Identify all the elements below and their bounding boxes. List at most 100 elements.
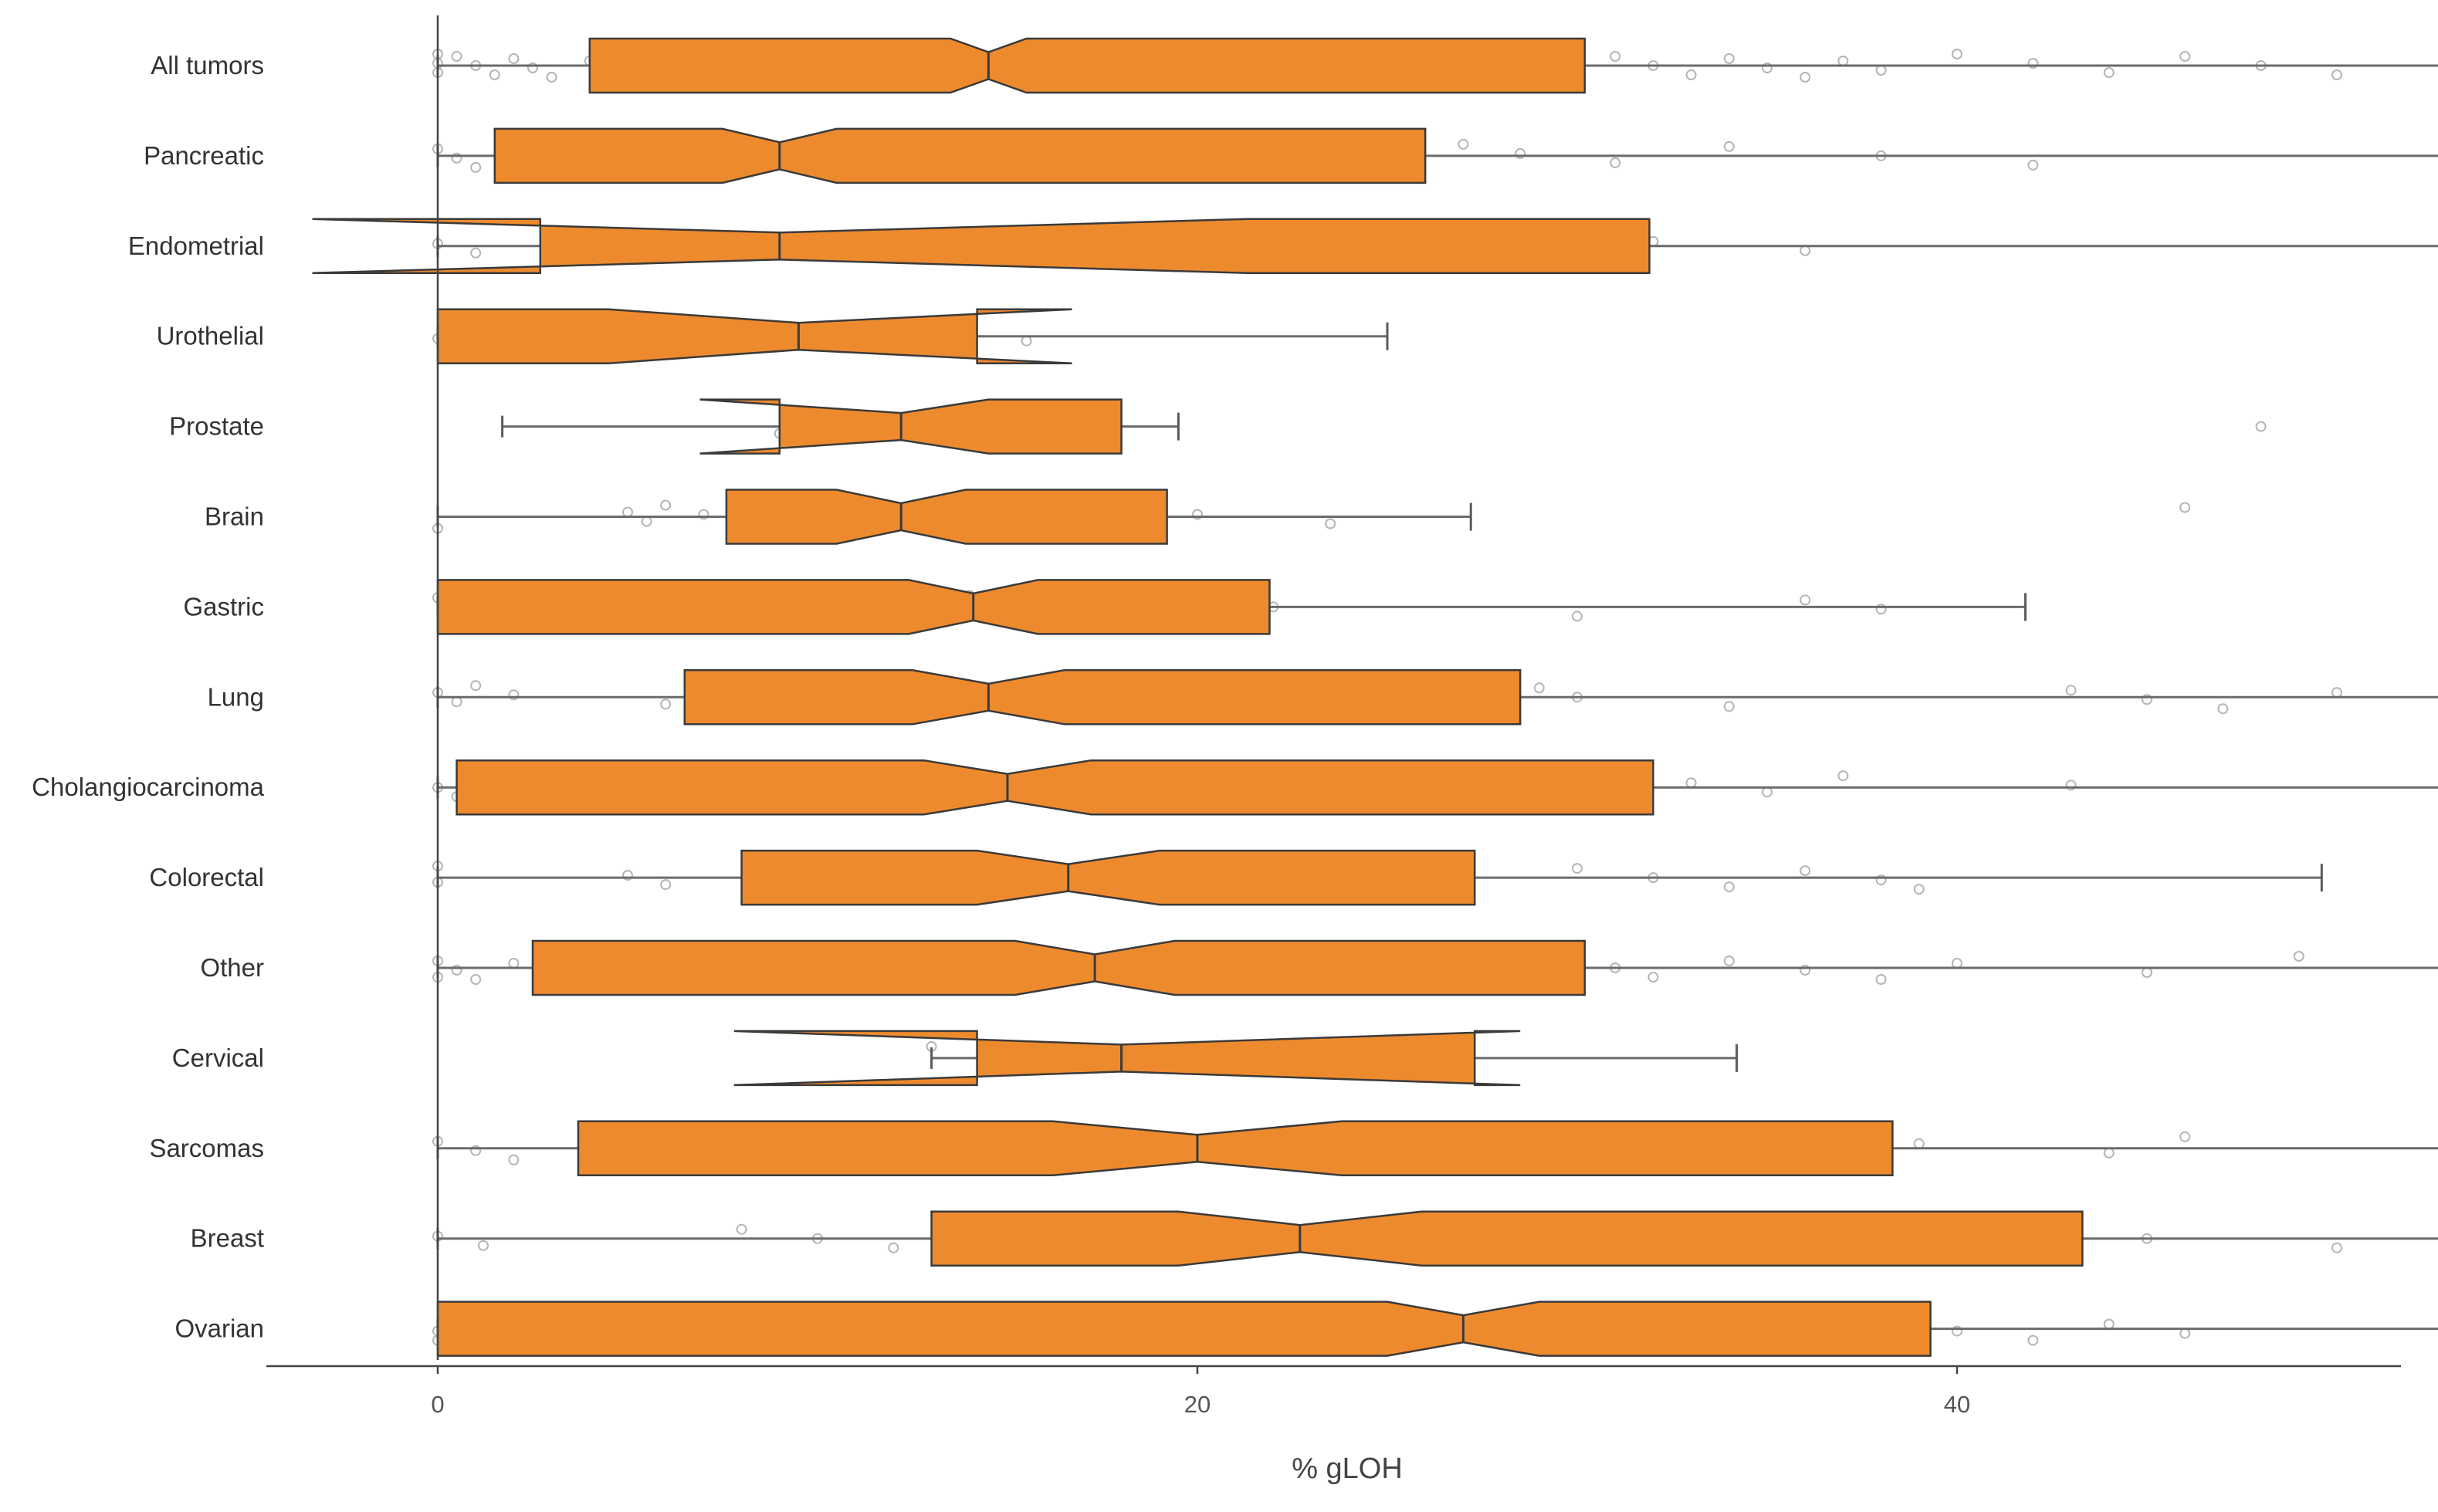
data-point [1610,157,1621,168]
data-point [527,63,538,73]
data-point [1913,884,1925,895]
data-point [736,1223,747,1235]
data-point [888,1242,899,1253]
data-point [2179,1131,2191,1142]
data-point [1685,69,1697,80]
data-point [1875,874,1887,886]
data-point [2331,1242,2342,1253]
box-ovarian [436,1301,1932,1357]
category-label-lung: Lung [208,682,264,711]
data-point [1837,56,1849,66]
data-point [470,161,482,173]
boxes-layer [312,37,2438,1357]
x-ticks-layer: 020406080100 [431,1366,1970,1418]
data-point [508,1154,520,1165]
data-point [2331,687,2342,698]
box-other [531,939,1586,996]
category-label-all-tumors: All tumors [151,51,264,79]
data-point [622,506,633,518]
x-tick-label: 20 [1184,1391,1211,1418]
box-brain [725,489,1168,545]
category-label-pancreatic: Pancreatic [144,141,264,170]
data-point [451,696,462,708]
data-point [2179,1328,2191,1339]
box-sarcomas [577,1120,1894,1177]
data-point [2179,502,2191,513]
data-point [2217,703,2229,715]
data-point [1875,974,1887,985]
category-label-gastric: Gastric [183,592,264,621]
data-point [660,499,672,511]
box-colorectal [740,849,1476,906]
box-prostate [699,398,1122,455]
data-point [1458,138,1469,150]
data-point [1800,965,1811,976]
data-point [2065,780,2077,791]
data-point [2027,159,2039,171]
data-point [451,152,462,164]
data-point [470,1145,482,1156]
data-point [1723,956,1735,966]
data-point [1762,786,1773,798]
data-point [508,689,520,701]
data-point [2103,1147,2115,1159]
category-label-breast: Breast [191,1224,264,1253]
data-point [1952,958,1962,969]
data-point [1192,509,1203,520]
category-label-cholangiocarcinoma: Cholangiocarcinoma [32,773,264,801]
box-endometrial [312,218,1651,275]
data-point [1913,1138,1925,1149]
data-point [1875,65,1887,76]
data-point [660,879,672,891]
data-point [1610,51,1621,62]
data-point [1800,594,1811,606]
data-point [1515,147,1526,159]
box-pancreatic [493,127,1427,184]
x-tick-label: 40 [1944,1391,1970,1418]
data-point [1837,770,1849,782]
data-point [546,72,557,83]
data-point [2103,1318,2115,1330]
data-point [660,698,672,710]
box-urothelial [436,308,1072,364]
data-point [489,69,500,80]
data-point [641,516,652,527]
box-all-tumors [588,37,1586,94]
data-point [2027,1334,2039,1346]
box-cervical [733,1030,1521,1087]
data-point [2255,421,2267,432]
data-point [1800,72,1811,83]
data-point [1762,63,1773,73]
data-point [1533,682,1545,694]
data-point [1723,701,1735,712]
data-point [1021,335,1032,347]
data-point [2179,51,2191,62]
data-point [1723,140,1735,152]
data-point [1647,972,1659,983]
data-point [478,1240,489,1251]
data-point [1572,863,1583,874]
data-point [698,509,709,520]
category-label-ovarian: Ovarian [174,1314,264,1343]
data-point [2293,951,2304,962]
category-label-brain: Brain [205,502,264,531]
box-gastric [436,579,1271,635]
box-lung [683,669,1522,726]
data-point [2103,67,2115,78]
category-label-other: Other [200,953,264,982]
data-point [2142,694,2152,705]
data-point [508,53,520,64]
data-point [1572,611,1583,622]
data-point [2331,69,2342,80]
data-point [1800,865,1811,877]
data-point [1875,604,1887,615]
data-point [451,965,462,976]
box-cholangiocarcinoma [455,759,1654,816]
data-point [451,51,462,62]
data-point [1800,245,1811,256]
category-label-colorectal: Colorectal [149,863,264,891]
category-label-sarcomas: Sarcomas [149,1134,264,1162]
data-point [2027,58,2039,69]
data-point [2065,685,2077,696]
